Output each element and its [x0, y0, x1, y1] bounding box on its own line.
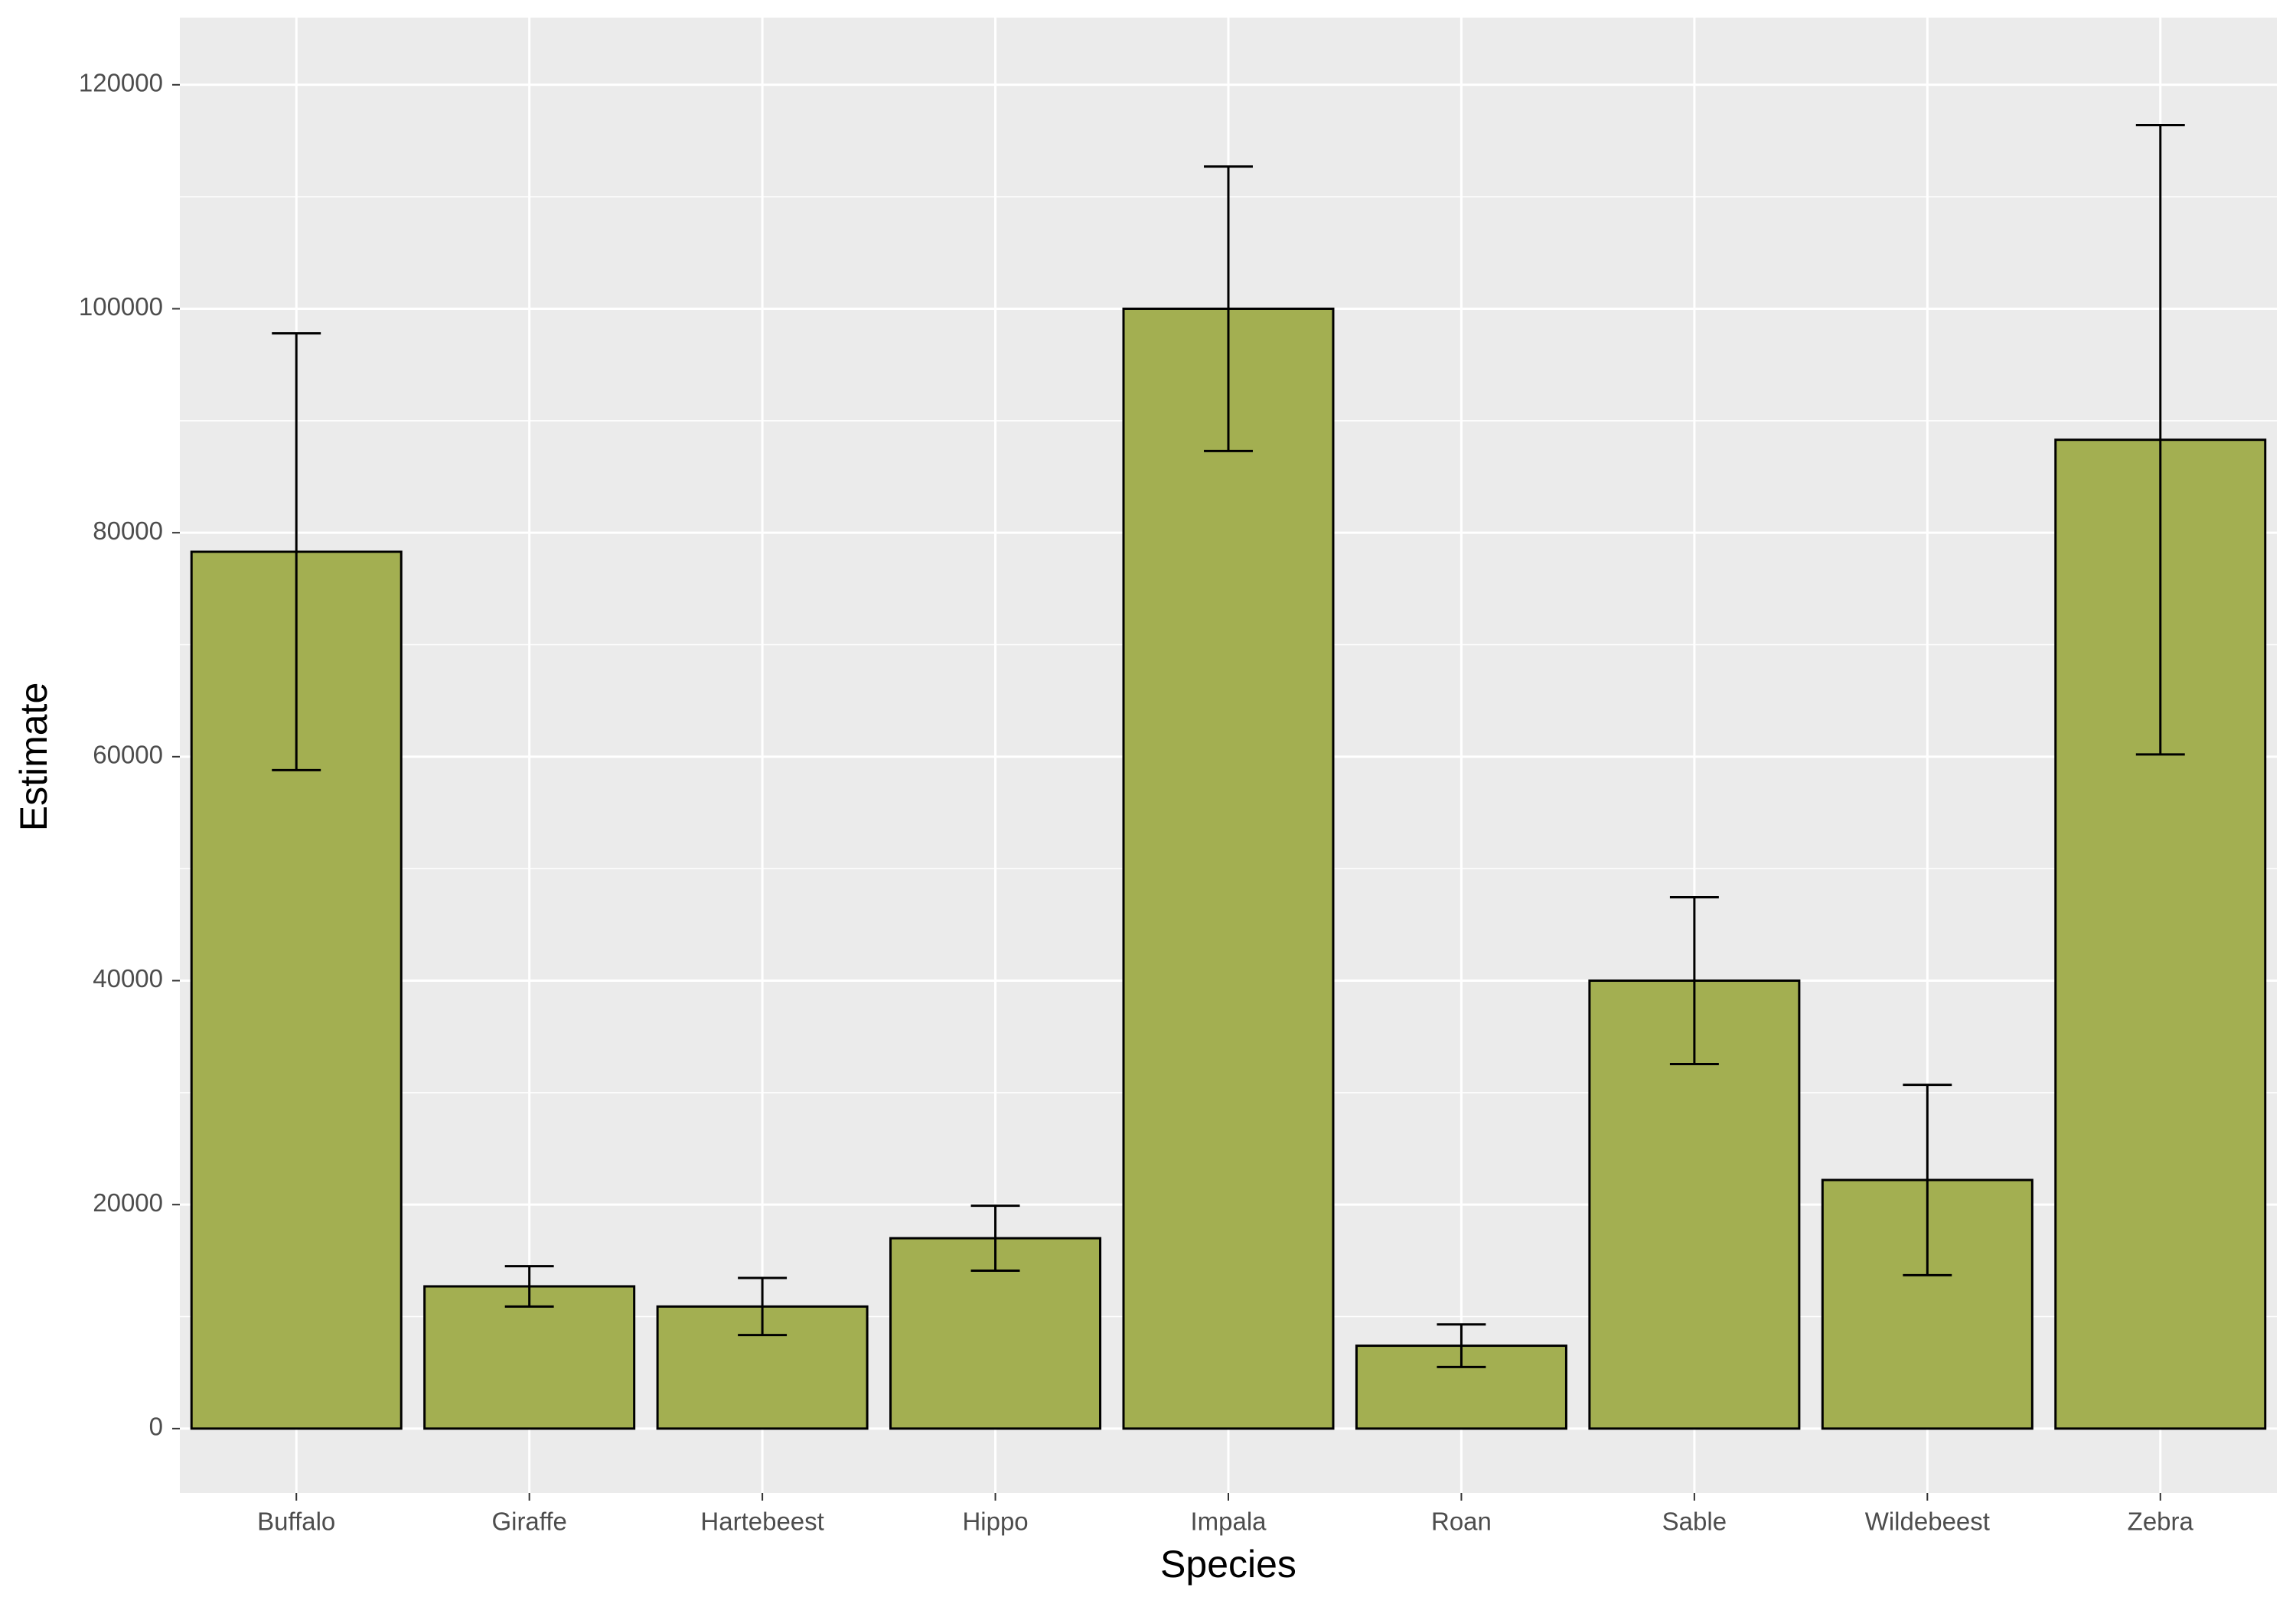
error-bar — [2135, 123, 2185, 756]
y-tick-label: 60000 — [93, 741, 163, 769]
error-bar — [970, 1204, 1020, 1273]
error-bar — [1204, 165, 1253, 452]
error-bar — [1903, 1084, 1952, 1276]
marks — [190, 123, 2267, 1430]
y-tick-label: 80000 — [93, 517, 163, 545]
x-tick-label: Giraffe — [491, 1508, 566, 1536]
bar — [1122, 307, 1335, 1430]
error-bar — [738, 1276, 788, 1337]
x-tick-label: Sable — [1662, 1508, 1727, 1536]
x-tick-label: Impala — [1190, 1508, 1267, 1536]
y-tick-label: 20000 — [93, 1188, 163, 1217]
x-tick-label: Hippo — [962, 1508, 1028, 1536]
y-tick-label: 40000 — [93, 964, 163, 993]
x-tick-label: Wildebeest — [1865, 1508, 1990, 1536]
error-bar — [1437, 1323, 1486, 1368]
y-axis-title: Estimate — [12, 683, 55, 832]
y-tick-label: 0 — [149, 1413, 163, 1441]
error-bar — [272, 332, 321, 771]
x-tick-label: Hartebeest — [700, 1508, 823, 1536]
y-tick-label: 100000 — [79, 292, 163, 321]
error-bar — [1669, 895, 1719, 1066]
x-tick-label: Zebra — [2128, 1508, 2194, 1536]
y-tick-label: 120000 — [79, 69, 163, 97]
x-axis-title: Species — [1160, 1543, 1296, 1586]
error-bar — [504, 1265, 554, 1308]
bar — [423, 1285, 636, 1430]
x-tick-label: Buffalo — [257, 1508, 335, 1536]
x-tick-label: Roan — [1431, 1508, 1492, 1536]
